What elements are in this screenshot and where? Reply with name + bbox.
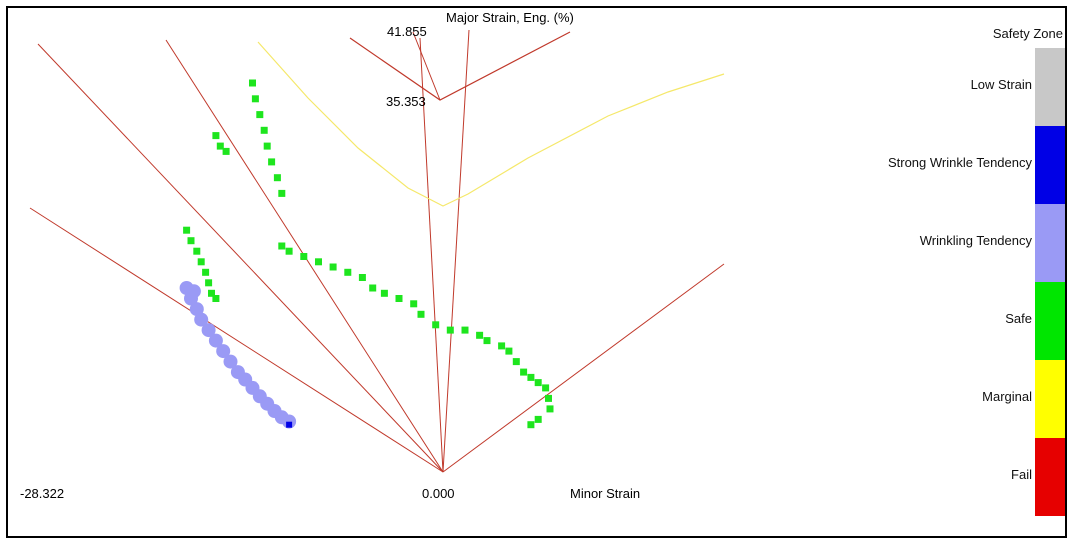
data-point bbox=[520, 368, 528, 376]
strain-path-line bbox=[29, 207, 444, 473]
data-point bbox=[208, 333, 223, 348]
legend-swatch bbox=[1035, 282, 1065, 360]
y-max-tick-label: 41.855 bbox=[387, 24, 427, 39]
data-point bbox=[201, 323, 216, 338]
data-point bbox=[344, 268, 352, 276]
data-point bbox=[546, 405, 554, 413]
data-point bbox=[216, 142, 224, 150]
data-point bbox=[282, 414, 297, 429]
data-point bbox=[273, 174, 281, 182]
limit-lines bbox=[29, 29, 725, 473]
data-point bbox=[278, 242, 286, 250]
data-point bbox=[216, 344, 231, 359]
data-point bbox=[534, 379, 542, 387]
legend-title: Safety Zone bbox=[992, 26, 1063, 41]
data-point bbox=[534, 415, 542, 423]
data-point bbox=[358, 274, 366, 281]
data-point bbox=[527, 421, 535, 429]
data-point bbox=[197, 258, 205, 266]
flc-plot bbox=[29, 29, 725, 473]
data-point bbox=[380, 289, 388, 297]
data-point bbox=[300, 253, 308, 260]
data-point bbox=[432, 321, 440, 329]
data-point bbox=[476, 331, 484, 339]
fail-limit-line bbox=[412, 31, 441, 101]
legend-swatch bbox=[1035, 204, 1065, 282]
data-point bbox=[223, 354, 238, 369]
data-point bbox=[446, 326, 454, 334]
x-min-tick-label: -28.322 bbox=[20, 486, 65, 501]
data-point bbox=[187, 237, 195, 245]
data-point bbox=[410, 300, 418, 308]
data-point bbox=[194, 312, 209, 327]
y-axis-title: Major Strain, Eng. (%) bbox=[446, 10, 574, 25]
data-point bbox=[545, 394, 552, 402]
data-point bbox=[527, 373, 535, 381]
data-point bbox=[505, 347, 513, 355]
data-point bbox=[212, 295, 220, 302]
fail-limit-curve bbox=[349, 31, 571, 101]
data-point bbox=[263, 142, 271, 150]
data-point bbox=[208, 289, 215, 297]
y-mid-tick-label: 35.353 bbox=[386, 94, 426, 109]
data-point bbox=[315, 258, 322, 266]
legend-swatch bbox=[1035, 126, 1065, 204]
data-point bbox=[184, 291, 198, 306]
data-point bbox=[329, 263, 337, 271]
data-point bbox=[417, 310, 425, 318]
legend-label: Marginal bbox=[982, 389, 1032, 404]
legend-label: Low Strain bbox=[970, 77, 1032, 92]
strain-path-line bbox=[419, 37, 444, 473]
data-point bbox=[249, 79, 256, 87]
data-point bbox=[193, 247, 201, 255]
data-point bbox=[222, 147, 230, 155]
legend-swatch bbox=[1035, 48, 1065, 126]
data-point bbox=[483, 337, 491, 345]
data-point bbox=[285, 247, 293, 255]
legend-swatch bbox=[1035, 360, 1065, 438]
legend-label: Safe bbox=[1005, 311, 1032, 326]
x-origin-tick-label: 0.000 bbox=[422, 486, 455, 501]
strain-path-line bbox=[37, 43, 444, 473]
data-point bbox=[278, 189, 286, 197]
data-points bbox=[179, 79, 554, 429]
data-point bbox=[268, 158, 276, 166]
strain-path-line bbox=[442, 29, 470, 473]
data-point bbox=[498, 342, 506, 350]
legend-label: Wrinkling Tendency bbox=[919, 233, 1032, 248]
data-point bbox=[286, 421, 293, 428]
strain-path-line bbox=[442, 263, 725, 473]
legend-label: Strong Wrinkle Tendency bbox=[887, 155, 1032, 170]
data-point bbox=[395, 295, 403, 302]
data-point bbox=[183, 226, 191, 234]
data-point bbox=[512, 358, 520, 366]
data-point bbox=[202, 268, 210, 276]
data-point bbox=[256, 111, 264, 119]
data-point bbox=[251, 95, 259, 103]
x-axis-title: Minor Strain bbox=[570, 486, 641, 501]
data-point bbox=[189, 302, 204, 317]
data-point bbox=[461, 326, 469, 334]
data-point bbox=[369, 284, 377, 292]
chart-frame: Major Strain, Eng. (%) 41.855 35.353 -28… bbox=[6, 6, 1067, 538]
data-point bbox=[260, 126, 268, 134]
legend-swatch bbox=[1035, 438, 1065, 516]
data-point bbox=[205, 279, 213, 287]
data-point bbox=[542, 384, 550, 392]
legend-label: Fail bbox=[1011, 467, 1032, 482]
data-point bbox=[212, 132, 220, 140]
marginal-limit-curve bbox=[257, 41, 725, 207]
